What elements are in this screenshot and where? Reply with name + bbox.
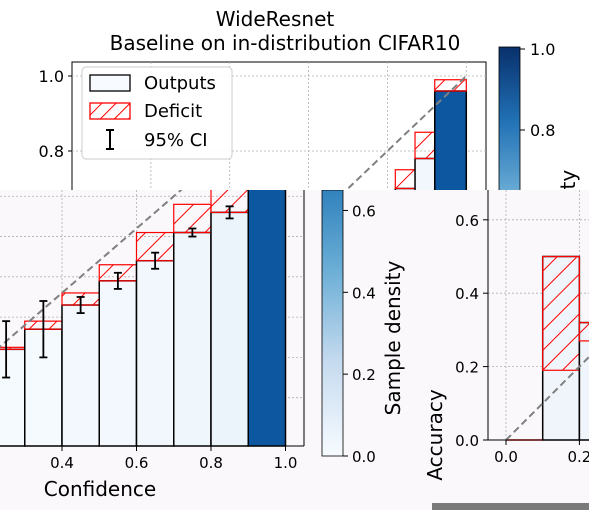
diagonal-reference-line [0,114,268,348]
x-tick-label: 0.6 [125,454,149,472]
legend-ci-label: 95% CI [144,130,208,151]
x-tick-label: 0.2 [567,448,589,466]
chart-title-line2: Baseline on in-distribution CIFAR10 [110,31,461,55]
colorbar-tick-label: 0.4 [352,284,376,302]
y-tick-label: 0.4 [455,285,479,303]
y-tick-label: 0.6 [455,212,479,230]
x-tick-label: 0.4 [50,454,74,472]
output-bar [61,304,100,447]
error-bars-group [2,205,234,379]
colorbar-tick-label: 1.0 [530,40,555,59]
taskbar-strip [432,503,589,510]
deficit-bar [542,255,580,371]
x-ticks-group: 0.4 0.6 0.8 1.0 [50,446,297,472]
deficit-bar [578,321,589,342]
output-bar [0,348,26,447]
colorbar [498,46,521,196]
y-axis-label: Accuracy [423,389,447,480]
colorbar-label: Sample density [381,261,405,416]
deficit-bar [0,346,26,350]
left-chart-svg: 0.4 0.6 0.8 1.0 Confidence 0.0 0.2 0.4 0.6 Sam… [0,114,405,501]
back-figure-window[interactable]: WideResnet Baseline on in-distribution C… [0,0,589,227]
right-chart-svg: 0.0 0.2 0.4 0.6 0.0 0.2 Accuracy [423,190,589,481]
x-tick-label: 0.8 [199,454,223,472]
chart-title-line1: WideResnet [216,7,335,31]
colorbar-tick-label: 0.2 [352,366,376,384]
legend-outputs-label: Outputs [144,73,216,94]
output-bar [173,231,212,447]
x-tick-label: 1.0 [274,454,298,472]
y-tick-label: 0.8 [39,142,64,161]
output-bar [578,321,589,441]
y-tick-label: 0.2 [455,359,479,377]
front-left-figure-window[interactable]: 0.4 0.6 0.8 1.0 Confidence 0.0 0.2 0.4 0.6 Sam… [0,114,416,510]
output-bar [98,280,138,447]
y-ticks-group: 0.0 0.2 0.4 0.6 [455,212,488,450]
output-bar [135,259,175,447]
legend: Outputs Deficit 95% CI [81,66,233,160]
output-bar [247,147,287,447]
front-right-figure-window[interactable]: 0.0 0.2 0.4 0.6 0.0 0.2 Accuracy [416,190,589,510]
x-tick-label: 0.0 [494,448,518,466]
colorbar-tick-label: 0.6 [352,202,376,220]
bars-group [394,79,468,196]
legend-deficit-swatch [89,102,131,120]
y-tick-label: 1.0 [39,67,64,86]
legend-outputs-swatch [89,74,131,92]
output-bar [210,211,249,447]
sample-density-colorbar [321,189,344,457]
bars-group [506,255,589,441]
colorbar-tick-label: 0.0 [352,448,376,466]
y-tick-label: 0.0 [455,432,479,450]
x-ticks-group: 0.0 0.2 [494,440,589,466]
legend-deficit-label: Deficit [144,101,202,122]
deficit-bar [434,79,467,92]
back-chart-svg: WideResnet Baseline on in-distribution C… [39,7,580,227]
colorbar-ticks-group: 0.0 0.2 0.4 0.6 [343,202,376,466]
x-axis-label: Confidence [44,477,156,501]
output-bar [433,90,468,196]
colorbar-tick-label: 0.8 [530,121,555,140]
